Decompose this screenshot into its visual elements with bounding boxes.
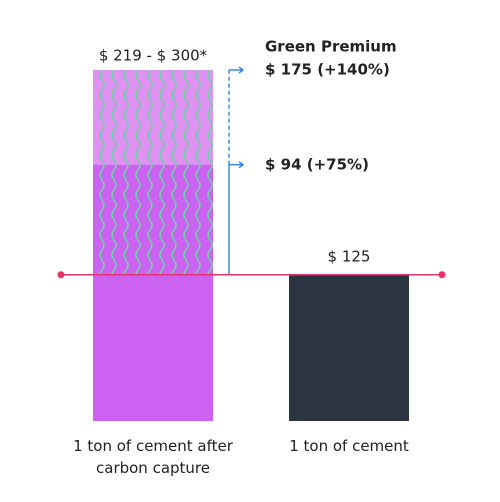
premium-label: $ 175 (+140%)	[265, 61, 390, 79]
value-label: $ 125	[328, 247, 371, 265]
bar	[289, 274, 409, 421]
value-label: $ 219 - $ 300*	[99, 47, 208, 65]
premium-low	[93, 164, 213, 275]
arrow	[229, 66, 245, 74]
arrow	[229, 161, 245, 169]
reference-dot	[57, 271, 65, 279]
bar	[93, 274, 213, 421]
reference-dot	[438, 271, 446, 279]
premium-title: Green Premium	[265, 38, 397, 56]
category-label: 1 ton of cement	[289, 437, 409, 455]
premium-label: $ 94 (+75%)	[265, 155, 369, 173]
category-label: 1 ton of cement after carbon capture	[73, 437, 233, 477]
